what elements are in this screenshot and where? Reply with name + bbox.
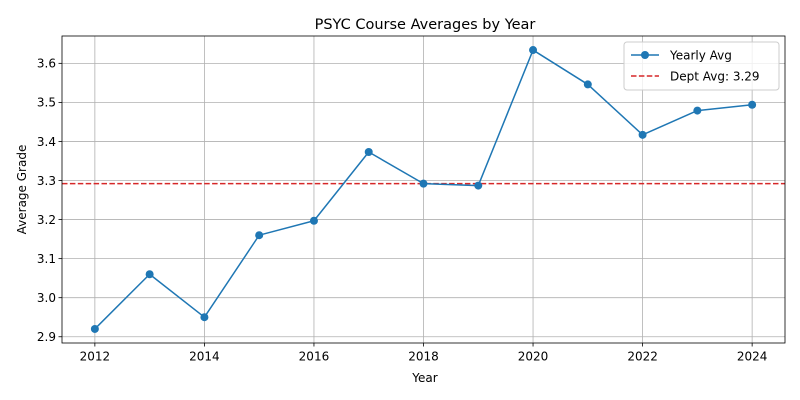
y-tick-label: 3.1 (37, 252, 56, 266)
x-tick-label: 2022 (627, 350, 658, 364)
y-tick-label: 3.3 (37, 174, 56, 188)
legend-yearly-avg-marker (641, 51, 649, 59)
y-tick-label: 3.6 (37, 57, 56, 71)
x-axis-title: Year (411, 371, 437, 385)
x-tick-label: 2018 (408, 350, 439, 364)
grid (62, 36, 785, 343)
data-point (364, 148, 373, 157)
y-tick-label: 3.0 (37, 291, 56, 305)
axis-ticks: 2012 2014 2016 2018 2020 2022 2024 2.9 3.0 3.1 3.2… (37, 57, 768, 364)
legend-dept-avg-label: Dept Avg: 3.29 (670, 70, 760, 84)
data-point (693, 106, 702, 115)
data-point (419, 179, 428, 188)
series-layer (90, 46, 757, 333)
y-tick-label: 2.9 (37, 330, 56, 344)
legend-yearly-avg-label: Yearly Avg (669, 49, 732, 63)
data-point (474, 181, 483, 190)
data-point (255, 231, 264, 240)
x-tick-label: 2020 (518, 350, 549, 364)
legend: Yearly Avg Dept Avg: 3.29 (623, 41, 780, 91)
x-tick-label: 2012 (80, 350, 111, 364)
data-point (529, 46, 538, 55)
data-point (583, 80, 592, 89)
legend-box (623, 41, 780, 91)
x-tick-label: 2014 (189, 350, 220, 364)
data-point (90, 324, 99, 333)
data-point (638, 130, 647, 139)
y-tick-label: 3.2 (37, 213, 56, 227)
y-axis-title: Average Grade (15, 145, 29, 235)
y-tick-label: 3.4 (37, 135, 56, 149)
y-tick-label: 3.5 (37, 96, 56, 110)
x-tick-label: 2016 (299, 350, 330, 364)
chart-title: PSYC Course Averages by Year (315, 17, 536, 33)
data-point (145, 270, 154, 279)
x-tick-label: 2024 (737, 350, 768, 364)
data-point (200, 313, 209, 322)
data-point (748, 100, 757, 109)
data-point (309, 216, 318, 225)
